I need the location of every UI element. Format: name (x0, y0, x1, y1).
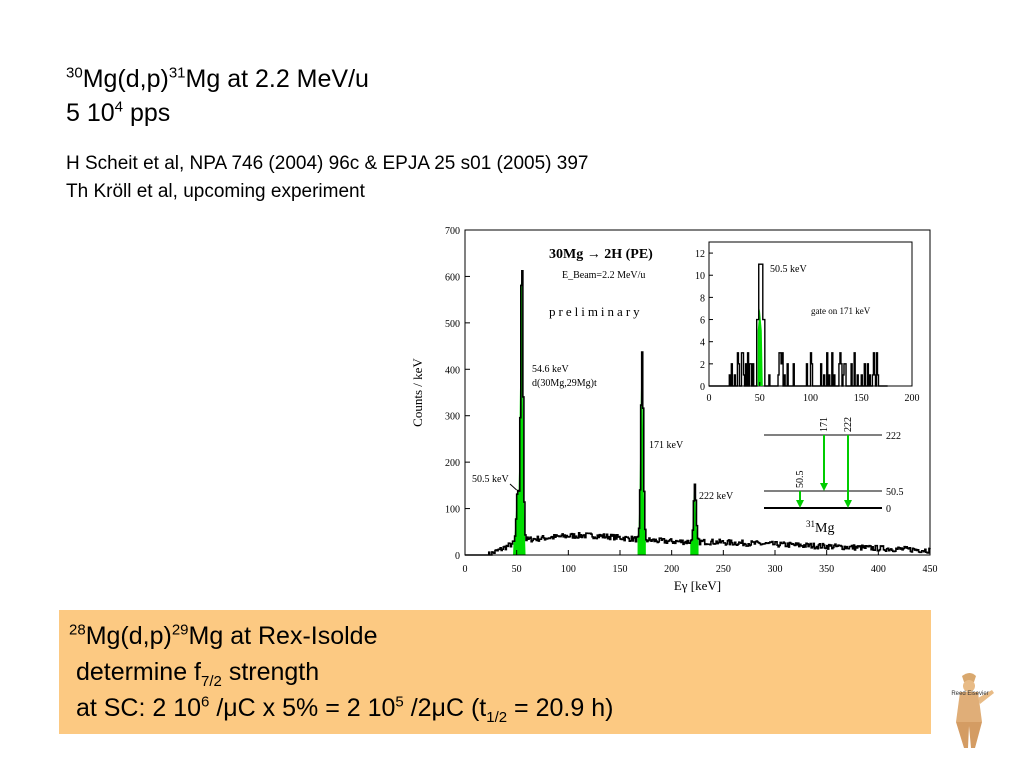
x-tick-label: 150 (613, 564, 628, 575)
main-plot: 0 50 100 150 200 250 300 350 400 4500100200300400… (410, 226, 938, 593)
x-tick-label: 250 (716, 564, 731, 575)
transition-arrowhead (844, 500, 852, 508)
y-tick-label: 100 (445, 505, 460, 516)
svg-text:Reed Elsevier: Reed Elsevier (951, 691, 988, 697)
inset-x-tick-label: 150 (854, 393, 869, 404)
nucleus-symbol: Mg (815, 521, 834, 536)
level-label-222: 222 (886, 431, 901, 442)
nucleus-label: 31Mg (806, 519, 834, 536)
inset-x-tick-label: 0 (707, 393, 712, 404)
annotation-54-6: 54.6 keV (532, 364, 569, 375)
y-tick-label: 400 (445, 365, 460, 376)
inset-peak-fill (757, 308, 763, 386)
box-line-2: determine f7/2 strength (69, 658, 320, 690)
y-tick-label: 300 (445, 412, 460, 423)
legend-status: preliminary (549, 304, 643, 319)
x-tick-label: 50 (512, 564, 522, 575)
x-tick-label: 200 (664, 564, 679, 575)
nucleus-mass: 31 (806, 519, 815, 529)
y-tick-label: 200 (445, 458, 460, 469)
inset-x-tick-label: 200 (905, 393, 920, 404)
level-scheme: 222 50.5 0 171 222 50.5 31Mg (764, 417, 904, 536)
inset-y-tick-label: 12 (695, 249, 705, 260)
inset-y-tick-label: 2 (700, 360, 705, 371)
x-tick-label: 350 (819, 564, 834, 575)
y-tick-label: 500 (445, 319, 460, 330)
x-tick-label: 300 (768, 564, 783, 575)
annotation-arrow (509, 483, 518, 491)
inset-x-tick-label: 100 (803, 393, 818, 404)
reference-2: Th Kröll et al, upcoming experiment (66, 181, 365, 202)
transition-label-222: 222 (843, 417, 854, 432)
inset-title: gate on 171 keV (811, 306, 871, 316)
transition-arrowhead (820, 483, 828, 491)
spectrum-line (465, 269, 931, 556)
y-tick-label: 700 (445, 226, 460, 237)
plot-frame (464, 229, 931, 556)
level-label-50.5: 50.5 (886, 487, 904, 498)
title-line-1: 30Mg(d,p)31Mg at 2.2 MeV/u (66, 64, 369, 93)
transition-label-171: 171 (819, 417, 830, 432)
box-line-1: 28Mg(d,p)29Mg at Rex-Isolde (69, 621, 378, 650)
references: H Scheit et al, NPA 746 (2004) 96c & EPJ… (66, 150, 588, 206)
legend-reaction: 30Mg → 2H (PE) (549, 247, 653, 262)
annotation-50-5: 50.5 keV (472, 474, 509, 485)
inset-y-tick-label: 10 (695, 271, 705, 282)
y-tick-label: 0 (455, 551, 460, 562)
title-line-2: 5 104 pps (66, 98, 171, 127)
gamma-spectrum-chart: 0 50 100 150 200 250 300 350 400 4500100200300400… (410, 226, 938, 593)
reed-elsevier-logo: Reed Elsevier (951, 673, 994, 748)
inset-plot: 0 50 100 150 200 0 2 4 6 8 10 12 50.5 keV gate on 171… (695, 241, 920, 404)
legend-energy: E_Beam=2.2 MeV/u (562, 270, 645, 281)
transition-arrowhead (796, 500, 804, 508)
y-axis-label: Counts / keV (410, 358, 425, 427)
y-tick-label: 600 (445, 272, 460, 283)
slide-title: 30Mg(d,p)31Mg at 2.2 MeV/u 5 104 pps (66, 62, 369, 130)
x-tick-label: 100 (561, 564, 576, 575)
inset-x-tick-label: 50 (755, 393, 765, 404)
level-label-0: 0 (886, 504, 891, 515)
x-axis-label: Eγ [keV] (674, 578, 721, 593)
annotation-reaction: d(30Mg,29Mg)t (532, 378, 597, 389)
x-tick-label: 0 (463, 564, 468, 575)
inset-y-tick-label: 8 (700, 293, 705, 304)
inset-y-tick-label: 0 (700, 382, 705, 393)
transition-label-50.5: 50.5 (795, 471, 806, 489)
annotation-222: 222 keV (699, 491, 734, 502)
inset-spectrum-line (709, 263, 888, 387)
annotation-171: 171 keV (649, 440, 684, 451)
reference-1: H Scheit et al, NPA 746 (2004) 96c & EPJ… (66, 153, 589, 174)
x-tick-label: 400 (871, 564, 886, 575)
inset-y-tick-label: 4 (700, 338, 705, 349)
info-box: 28Mg(d,p)29Mg at Rex-Isolde determine f7… (59, 610, 931, 734)
x-tick-label: 450 (923, 564, 938, 575)
inset-annotation: 50.5 keV (770, 264, 807, 275)
box-line-3: at SC: 2 106 /μC x 5% = 2 105 /2μC (t1/2… (69, 693, 614, 726)
inset-y-tick-label: 6 (700, 316, 705, 327)
